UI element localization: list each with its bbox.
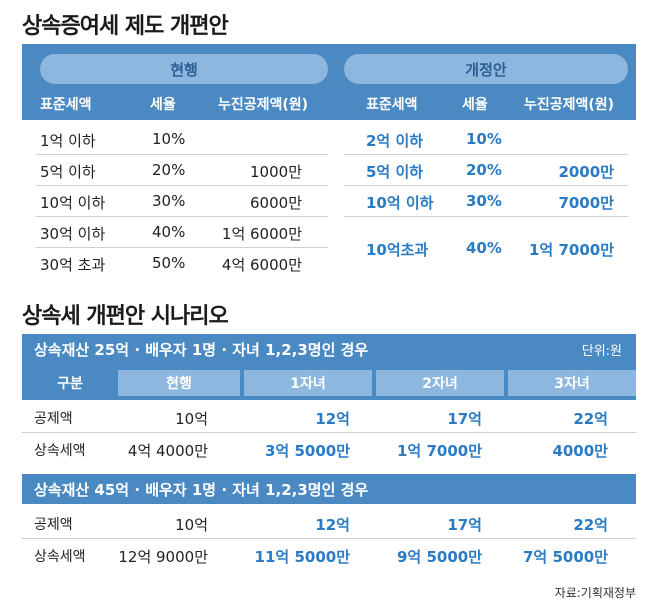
new-row2-rate: 20% <box>466 161 502 179</box>
case1-row1-current: 10억 <box>175 410 208 428</box>
case2-row2-current: 12억 9000만 <box>118 548 208 566</box>
new-row3-rate: 30% <box>466 192 502 210</box>
case1-row2-current: 4억 4000만 <box>127 442 208 460</box>
header-base-new: 표준세액 <box>366 97 418 113</box>
row-divider <box>344 216 628 217</box>
cur-row4-deduction: 1억 6000만 <box>221 225 302 243</box>
cur-row4-rate: 40% <box>152 223 186 241</box>
group-current-label: 현행 <box>40 54 328 84</box>
row-divider <box>344 154 628 155</box>
cur-row5-deduction: 4억 6000만 <box>221 256 302 274</box>
case2-row2-c2: 9억 5000만 <box>396 548 482 566</box>
header-deduction-new: 누진공제액(원) <box>524 97 615 113</box>
case2-row1-c3: 22억 <box>573 516 608 534</box>
case2-row2-label: 상속세액 <box>34 549 86 565</box>
case2-title-bar: 상속재산 45억 · 배우자 1명 · 자녀 1,2,3명인 경우 <box>22 474 636 504</box>
new-row1-base: 2억 이하 <box>366 132 424 150</box>
row-divider <box>36 154 328 155</box>
header-base-current: 표준세액 <box>40 97 92 113</box>
col-header-current: 현행 <box>118 370 240 396</box>
case1-row2-c2: 1억 7000만 <box>396 442 482 460</box>
unit-label: 단위:원 <box>581 343 622 359</box>
row-divider <box>344 185 628 186</box>
cur-row5-base: 30억 초과 <box>40 256 106 274</box>
new-row3-base: 10억 이하 <box>366 194 434 212</box>
row-divider <box>36 185 328 186</box>
case1-row2-c1: 3억 5000만 <box>264 442 350 460</box>
cur-row2-rate: 20% <box>152 161 186 179</box>
row-divider <box>22 432 636 433</box>
page-title: 상속증여세 제도 개편안 <box>22 14 229 39</box>
case1-row1-c1: 12억 <box>315 410 350 428</box>
cur-row5-rate: 50% <box>152 254 186 272</box>
cur-row1-base: 1억 이하 <box>40 132 96 150</box>
case2-row1-c1: 12억 <box>315 516 350 534</box>
case2-row2-c3: 7억 5000만 <box>522 548 608 566</box>
cur-row4-base: 30억 이하 <box>40 225 106 243</box>
col-header-category: 구분 <box>57 376 83 392</box>
case1-title: 상속재산 25억 · 배우자 1명 · 자녀 1,2,3명인 경우 <box>34 340 369 359</box>
col-header-2child: 2자녀 <box>376 370 504 396</box>
new-row3-deduction: 7000만 <box>558 194 614 212</box>
row-divider <box>22 538 636 539</box>
new-row1-rate: 10% <box>466 130 502 148</box>
case1-row2-label: 상속세액 <box>34 443 86 459</box>
header-rate-current: 세율 <box>150 97 176 113</box>
new-row2-deduction: 2000만 <box>558 163 614 181</box>
col-header-1child: 1자녀 <box>244 370 372 396</box>
cur-row2-base: 5억 이하 <box>40 163 96 181</box>
row-divider <box>36 216 328 217</box>
case1-row1-label: 공제액 <box>34 411 73 427</box>
cur-row3-rate: 30% <box>152 192 186 210</box>
cur-row1-rate: 10% <box>152 130 186 148</box>
case1-row2-c3: 4000만 <box>552 442 608 460</box>
cur-row3-base: 10억 이하 <box>40 194 106 212</box>
case1-row1-c3: 22억 <box>573 410 608 428</box>
case2-row1-current: 10억 <box>175 516 208 534</box>
case2-row1-c2: 17억 <box>447 516 482 534</box>
group-new-label: 개정안 <box>344 54 628 84</box>
col-header-3child: 3자녀 <box>508 370 636 396</box>
row-divider <box>36 247 328 248</box>
scenario-table: 상속재산 25억 · 배우자 1명 · 자녀 1,2,3명인 경우 단위:원 구… <box>22 334 636 580</box>
section-title: 상속세 개편안 시나리오 <box>22 304 229 329</box>
new-row4-deduction: 1억 7000만 <box>528 241 614 259</box>
cur-row3-deduction: 6000만 <box>250 194 302 212</box>
case2-row2-c1: 11억 5000만 <box>254 548 350 566</box>
new-row2-base: 5억 이하 <box>366 163 424 181</box>
case1-title-bar: 상속재산 25억 · 배우자 1명 · 자녀 1,2,3명인 경우 단위:원 <box>22 334 636 364</box>
header-rate-new: 세율 <box>462 97 488 113</box>
header-deduction-current: 누진공제액(원) <box>218 97 309 113</box>
new-row4-base: 10억초과 <box>366 241 429 259</box>
cur-row2-deduction: 1000만 <box>250 163 302 181</box>
case1-row1-c2: 17억 <box>447 410 482 428</box>
case2-title: 상속재산 45억 · 배우자 1명 · 자녀 1,2,3명인 경우 <box>34 480 369 499</box>
new-row4-rate: 40% <box>466 239 502 257</box>
tax-rate-table: 현행 개정안 표준세액 세율 누진공제액(원) 표준세액 세율 누진공제액(원)… <box>22 44 636 288</box>
source-note: 자료:기획재정부 <box>554 586 636 600</box>
case2-row1-label: 공제액 <box>34 517 73 533</box>
